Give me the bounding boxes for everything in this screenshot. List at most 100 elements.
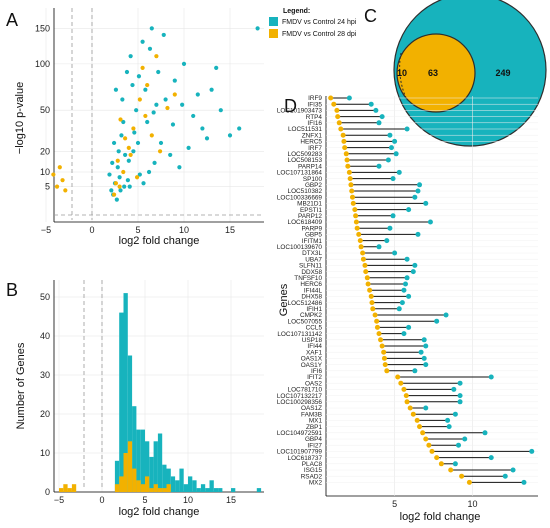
panel-d-dumbbells <box>328 95 535 485</box>
panel-d-gene-label: HERC6 <box>300 281 322 288</box>
panel-a-x-label: log2 fold change <box>119 235 200 247</box>
panel-a-point <box>117 175 122 180</box>
panel-d-gene-label: LOC618737 <box>288 455 323 462</box>
panel-d-point-28dpi <box>381 349 387 355</box>
panel-a-point <box>107 172 112 177</box>
panel-b-x-label: log2 fold change <box>119 506 200 518</box>
panel-d-gene-label: IFI35 <box>307 101 322 108</box>
legend-swatch-24hpi <box>269 17 278 26</box>
panel-d-point-28dpi <box>356 231 362 237</box>
panel-d-point-24hpi <box>379 114 385 120</box>
panel-d-gene-label: CMPK2 <box>300 312 322 319</box>
panel-b-bar <box>71 484 77 492</box>
panel-d-point-24hpi <box>387 225 393 231</box>
panel-d-gene-label: IFI44 <box>307 343 322 350</box>
panel-a-point <box>126 145 131 150</box>
panel-b-bar <box>183 484 188 492</box>
panel-d-point-28dpi <box>331 101 337 107</box>
panel-a-point <box>151 110 156 115</box>
panel-d-point-28dpi <box>429 448 435 454</box>
panel-d-point-24hpi <box>404 275 410 281</box>
panel-d-gene-label: PARP9 <box>302 225 323 232</box>
panel-d-gene-label: LOC508153 <box>288 157 323 164</box>
panel-d-point-28dpi <box>384 368 390 374</box>
panel-d-point-28dpi <box>414 417 420 423</box>
panel-a-point <box>111 192 117 197</box>
panel-b-bar <box>166 484 171 492</box>
panel-a-point <box>131 149 136 154</box>
panel-d-point-28dpi <box>338 126 344 132</box>
panel-d-point-24hpi <box>368 101 374 107</box>
panel-d-point-28dpi <box>407 405 413 411</box>
panel-d-point-24hpi <box>452 461 458 467</box>
panel-a-point <box>60 178 65 183</box>
panel-a-point <box>143 113 148 119</box>
panel-d-gene-label: RSAD2 <box>301 473 323 480</box>
panel-a-x-tick: 15 <box>225 225 235 235</box>
panel-d-gene-label: OAS1Z <box>301 405 322 412</box>
panel-b-bar <box>59 488 64 492</box>
panel-d-point-28dpi <box>344 157 350 163</box>
panel-b-bar <box>157 488 163 492</box>
panel-a-point <box>127 184 132 189</box>
panel-d-point-28dpi <box>343 151 349 157</box>
panel-d-point-24hpi <box>346 95 352 101</box>
panel-d-point-24hpi <box>376 163 382 169</box>
panel-d-point-28dpi <box>466 479 472 485</box>
panel-b-y-tick: 40 <box>40 331 50 341</box>
panel-d-point-28dpi <box>364 275 370 281</box>
panel-d-point-28dpi <box>404 399 410 405</box>
panel-b-bar <box>166 468 171 492</box>
panel-d-point-24hpi <box>417 182 423 188</box>
panel-b-bar <box>205 488 210 492</box>
panel-a-point <box>51 172 56 177</box>
panel-d-point-28dpi <box>459 473 465 479</box>
panel-d-gene-label: IFITM1 <box>302 238 323 245</box>
panel-b-bar <box>123 453 128 492</box>
panel-d-gene-label: ZBP1 <box>306 424 322 431</box>
panel-d-point-24hpi <box>388 145 394 151</box>
panel-b-bar <box>153 441 158 492</box>
panel-a-point <box>141 181 146 186</box>
panel-d-gene-label: DHX58 <box>301 294 322 301</box>
panel-d-gene-label: LOC510382 <box>288 188 323 195</box>
panel-d-gene-label: IFIH1 <box>306 306 322 313</box>
panel-a-y-tick: 5 <box>45 182 50 192</box>
panel-d-point-24hpi <box>457 399 463 405</box>
panel-d-point-24hpi <box>443 312 449 318</box>
panel-b-bar <box>123 293 128 492</box>
panel-d-gene-label: LOC104972591 <box>277 430 323 437</box>
panel-d-gene-label: UBA7 <box>305 256 322 263</box>
panel-b-x-tick: 5 <box>142 495 147 505</box>
panel-a-point <box>172 78 177 83</box>
panel-a-points <box>51 26 260 202</box>
panel-a-y-tick: 100 <box>35 59 50 69</box>
panel-d-point-24hpi <box>415 231 421 237</box>
panel-d-label: D <box>284 96 297 116</box>
panel-d-point-28dpi <box>382 362 388 368</box>
panel-d-point-24hpi <box>392 138 398 144</box>
panel-a-y-tick: 20 <box>40 146 50 156</box>
panel-d-point-28dpi <box>350 200 356 206</box>
panel-b-bar <box>127 355 133 492</box>
panel-d-gene-label: OAS1X <box>301 356 323 363</box>
panel-a-y-tick: 10 <box>40 167 50 177</box>
panel-a-point <box>132 130 137 135</box>
panel-b-bar <box>192 480 197 492</box>
panel-d-point-28dpi <box>434 455 440 461</box>
panel-d-gene-label: IFI6 <box>311 368 322 375</box>
panel-d-point-28dpi <box>342 145 348 151</box>
panel-a-point <box>237 126 242 131</box>
panel-b-bar <box>145 476 150 492</box>
panel-d-point-28dpi <box>354 225 360 231</box>
panel-b-y-tick: 30 <box>40 370 50 380</box>
panel-d-point-24hpi <box>399 300 405 306</box>
panel-a-point <box>152 160 157 165</box>
panel-d-point-24hpi <box>392 250 398 256</box>
panel-d-gene-label: PARP12 <box>298 213 322 220</box>
panel-d-point-28dpi <box>350 194 355 200</box>
panel-d-point-28dpi <box>372 312 378 318</box>
venn-inner-arc <box>399 52 408 101</box>
panel-d-gene-label: LOC101903473 <box>277 108 323 115</box>
panel-b-bar <box>127 441 133 492</box>
